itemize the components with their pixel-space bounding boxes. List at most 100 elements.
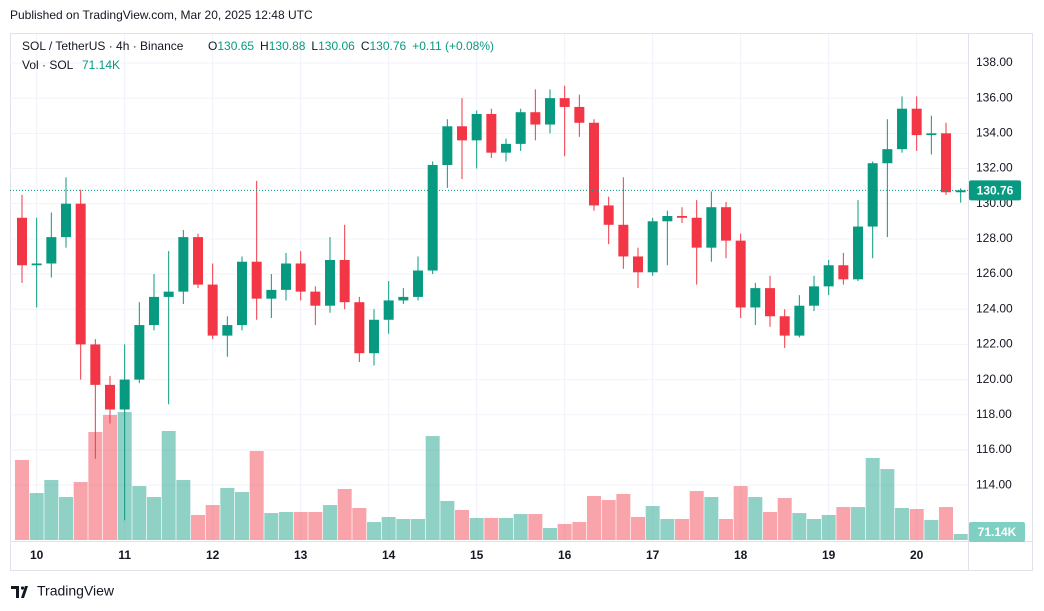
- candle-body: [427, 164, 438, 271]
- candle-body: [897, 108, 908, 150]
- volume-bar: [733, 486, 748, 540]
- x-tick-label: 18: [734, 548, 748, 562]
- volume-bar: [572, 522, 587, 540]
- y-tick-label: 136.00: [976, 90, 1013, 104]
- volume-bar: [909, 508, 924, 540]
- volume-bar: [880, 469, 895, 540]
- volume-bar: [704, 497, 719, 540]
- candle-body: [471, 113, 482, 141]
- y-tick-label: 118.00: [976, 407, 1012, 421]
- y-tick-label: 124.00: [976, 301, 1013, 315]
- candle-body: [955, 190, 966, 193]
- volume-bar: [191, 514, 206, 540]
- candle-body: [647, 221, 658, 273]
- volume-bar: [220, 487, 235, 540]
- candle-body: [310, 291, 321, 306]
- candle-body: [838, 265, 849, 280]
- ohlc-key: C: [361, 39, 370, 53]
- candle-body: [119, 379, 130, 410]
- volume-bar: [469, 517, 484, 540]
- volume-bar: [176, 479, 191, 540]
- volume-bar: [293, 512, 308, 540]
- y-tick-label: 126.00: [976, 266, 1013, 280]
- volume-bar: [865, 457, 880, 540]
- ohlc-key: O: [208, 39, 217, 53]
- published-note: Published on TradingView.com, Mar 20, 20…: [10, 8, 313, 22]
- volume-bar: [616, 493, 631, 540]
- volume-bar: [836, 507, 851, 540]
- candle-body: [574, 106, 585, 123]
- volume-bar: [73, 482, 88, 540]
- candle-body: [706, 207, 717, 248]
- volume-bar: [455, 509, 470, 540]
- candle-body: [794, 305, 805, 336]
- candle-body: [163, 291, 174, 297]
- ohlc-value: 130.76: [369, 39, 406, 53]
- candle-body: [383, 300, 394, 320]
- candle-body: [941, 133, 952, 193]
- y-tick-label: 120.00: [976, 372, 1013, 386]
- volume-bar: [821, 514, 836, 540]
- candle-body: [398, 296, 409, 301]
- ohlc-value: 130.65: [217, 39, 254, 53]
- x-tick-label: 17: [646, 548, 660, 562]
- candle-body: [530, 112, 541, 125]
- x-tick-label: 15: [470, 548, 484, 562]
- volume-bar: [381, 516, 396, 540]
- volume-bar: [59, 497, 74, 540]
- volume-bar: [132, 486, 147, 540]
- volume-bar: [675, 519, 690, 540]
- volume-bar: [557, 523, 572, 540]
- volume-bar: [484, 517, 499, 540]
- candle-body: [809, 286, 820, 306]
- candles: [17, 85, 966, 521]
- candle-body: [457, 126, 468, 141]
- candle-body: [765, 288, 776, 317]
- candle-body: [149, 296, 160, 326]
- candle-body: [735, 240, 746, 308]
- volume-bar: [499, 517, 514, 540]
- volume-bar: [103, 414, 118, 540]
- footer-brand: TradingView: [37, 583, 115, 599]
- ohlc-value: 130.06: [318, 39, 355, 53]
- volume-bar: [205, 505, 220, 540]
- x-tick-label: 13: [294, 548, 308, 562]
- candle-body: [266, 289, 277, 299]
- volume-bar: [15, 460, 29, 540]
- x-tick-label: 20: [910, 548, 924, 562]
- x-tick-label: 19: [822, 548, 836, 562]
- candle-body: [281, 263, 292, 290]
- ohlc-legend: O 130.65 H 130.88 L 130.06 C 130.76 +0.11 (+0.08…: [208, 39, 494, 53]
- candle-body: [853, 226, 864, 280]
- candle-body: [779, 316, 790, 336]
- volume-bar: [587, 495, 602, 540]
- volume-bar: [235, 492, 250, 540]
- candle-body: [61, 203, 72, 238]
- candle-body: [46, 237, 57, 264]
- candle-body: [325, 259, 336, 306]
- candle-body: [618, 224, 629, 257]
- x-tick-label: 11: [118, 548, 131, 562]
- x-tick-label: 12: [206, 548, 220, 562]
- y-tick-label: 128.00: [976, 231, 1013, 245]
- price-change: +0.11 (+0.08%): [412, 39, 494, 53]
- candle-body: [207, 284, 218, 336]
- symbol-title: SOL / TetherUS · 4h · Binance: [22, 39, 184, 53]
- volume-bar: [249, 450, 264, 540]
- tradingview-logo: [11, 586, 28, 598]
- candle-body: [295, 263, 306, 292]
- volume-bar: [807, 519, 822, 540]
- volume-value: 71.14K: [82, 58, 120, 72]
- candle-body: [589, 122, 600, 206]
- volume-bar: [777, 498, 792, 540]
- volume-bar: [660, 519, 675, 540]
- y-tick-label: 134.00: [976, 125, 1013, 139]
- candle-body: [882, 149, 893, 164]
- volume-bar: [88, 432, 103, 540]
- volume-bar: [924, 520, 939, 540]
- y-tick-label: 122.00: [976, 337, 1013, 351]
- candle-body: [867, 163, 878, 227]
- volume-label: 71.14K: [978, 525, 1017, 539]
- candle-body: [75, 203, 86, 345]
